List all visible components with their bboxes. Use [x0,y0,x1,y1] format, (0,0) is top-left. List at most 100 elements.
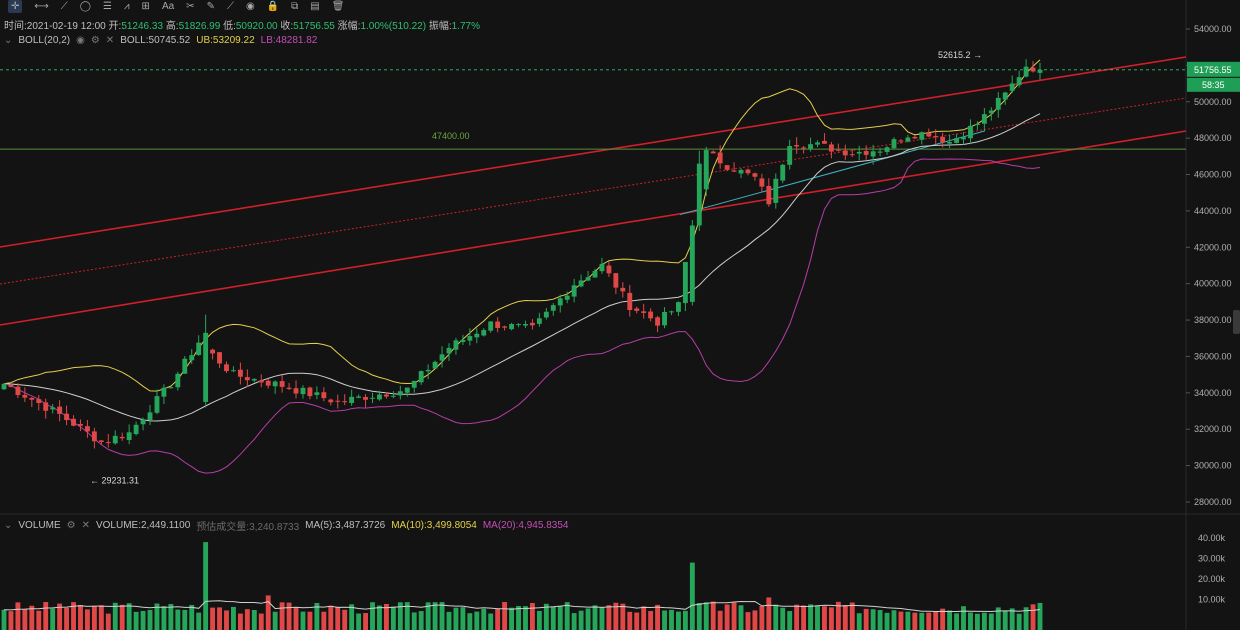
boll-lower-band [3,158,1041,474]
collapse-chevron-icon[interactable]: ⌄ [4,519,13,531]
volume-bar [112,602,118,630]
close-icon[interactable]: ✕ [81,519,90,531]
volume-bar [57,603,63,630]
ruler-tool-icon[interactable]: ✎ [206,1,215,12]
volume-bar [648,611,654,630]
volume-bar [835,601,841,630]
volume-bar [731,602,737,630]
close-label: 收: [280,21,294,32]
candle-body [835,149,841,151]
candle-body [696,163,702,226]
price-tick-label: 46000.00 [1194,170,1232,180]
change-label: 涨幅: [337,21,361,32]
volume-bar [293,607,299,630]
volume-bar [794,604,800,630]
text-tool-icon[interactable]: Aa [161,1,175,12]
price-tick-label: 38000.00 [1194,315,1232,325]
candle-body [557,298,563,306]
eye-tool-icon[interactable]: ◉ [245,1,255,12]
crosshair-tool-icon[interactable]: ✛ [8,0,23,13]
candle-body [550,305,556,311]
time-label: 时间: [4,21,27,32]
volume-bar [279,602,285,630]
horizontal-line-tool-icon[interactable]: ⟷ [34,1,49,12]
candle-body [189,355,195,361]
eye-icon[interactable]: ◉ [76,34,85,46]
boll-middle-band [3,113,1041,422]
volume-bar [439,602,445,630]
volume-bar [523,606,528,630]
volume-bar [870,609,876,630]
volume-bar [641,606,647,630]
trend-line-tool-icon[interactable]: ⟋ [60,1,68,12]
volume-bar [550,606,556,630]
price-tick-label: 32000.00 [1194,424,1232,434]
candle-body [995,97,1001,110]
volume-bar [98,605,104,630]
low-label: 低: [223,21,236,32]
volume-bar [335,606,341,630]
shape-tool-icon[interactable]: ◯ [79,1,91,12]
volume-bar [168,604,174,630]
volume-bar [154,603,160,630]
candle-body [676,302,681,312]
volume-bar [808,604,813,630]
open-label: 开: [108,21,122,32]
candle-body [217,352,222,364]
delete-tool-icon[interactable]: 🗑 [331,1,345,12]
volume-bar [126,603,132,630]
copy-tool-icon[interactable]: ⧉ [291,1,299,12]
volume-tick-label: 40.00k [1198,533,1226,543]
fib-tool-icon[interactable]: ☰ [102,1,112,12]
measure-tool-icon[interactable]: ⊞ [141,1,150,12]
volume-bar [370,602,375,630]
volume-bar [189,604,195,630]
volume-bar [286,602,292,630]
volume-bar [662,610,667,630]
candle-body [71,418,76,426]
candle-body [780,164,786,181]
close-icon[interactable]: ✕ [105,34,115,46]
candle-body [279,381,285,387]
low-value: 50920.00 [235,21,278,32]
candle-body [912,136,918,139]
candle-body [370,397,375,399]
candle-body [237,369,243,377]
volume-bar [356,613,362,630]
candle-body [335,400,341,402]
lock-tool-icon[interactable]: 🔒 [266,1,280,12]
draw-mode-tool-icon[interactable]: ⟋ [226,1,234,12]
magnet-tool-icon[interactable]: ✂ [186,1,195,12]
candle-body [133,424,139,435]
volume-bar [620,603,626,630]
candle-body [307,387,313,397]
volume-bar [717,610,723,630]
settings-gear-icon[interactable]: ⚙ [66,519,76,531]
candle-body [286,387,292,389]
layers-tool-icon[interactable]: ▤ [310,1,320,12]
volume-bar [349,604,355,630]
settings-gear-icon[interactable]: ⚙ [90,34,100,46]
volume-bar [328,605,334,630]
candle-body [265,380,271,386]
volume-bar [244,609,250,630]
candle-body [356,396,362,398]
candle-body [884,147,890,152]
volume-bar [22,609,28,630]
candle-body [43,402,49,411]
volume-bar [43,602,49,630]
price-tick-label: 42000.00 [1194,242,1232,252]
candle-body [808,144,813,149]
candle-body [787,146,793,165]
boll-upper-value: UB:53209.22 [196,34,255,46]
candle-body [481,330,487,336]
volume-bar [912,612,918,630]
collapse-chevron-icon[interactable]: ⌄ [4,34,13,46]
volume-bar [1023,607,1029,630]
current-price-badge-text: 51756.55 [1194,65,1232,75]
volume-bar [974,613,980,630]
pattern-tool-icon[interactable]: ⩘ [123,1,130,12]
volume-bar [161,606,167,630]
candle-body [682,261,688,304]
